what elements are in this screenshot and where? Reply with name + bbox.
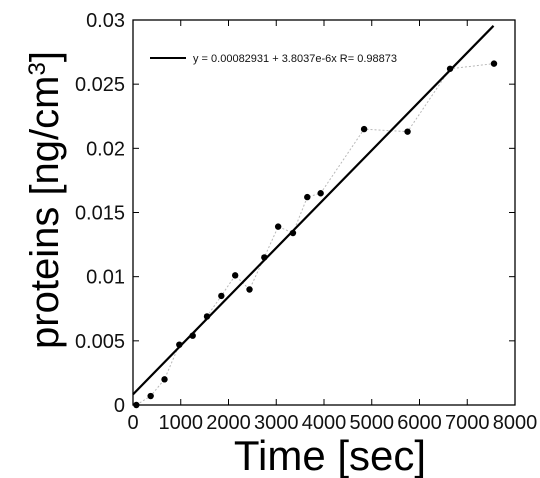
plot-frame (132, 19, 516, 406)
data-point (261, 254, 268, 261)
y-tick-label: 0 (114, 395, 125, 417)
y-tick-label: 0.03 (86, 10, 125, 32)
data-point (446, 65, 454, 72)
legend-label: y = 0.00082931 + 3.8037e-6x R= 0.98873 (193, 53, 397, 65)
data-point (289, 229, 297, 237)
data-point (161, 376, 168, 383)
data-point (147, 392, 154, 400)
x-tick-label: 1000 (159, 412, 204, 434)
y-tick-label: 0.025 (75, 74, 125, 96)
x-tick-label: 7000 (445, 412, 490, 434)
data-point (176, 341, 183, 348)
data-point (246, 286, 253, 293)
data-point (203, 313, 211, 320)
points-layer (133, 60, 498, 409)
x-ticks: 0 1000 2000 3000 4000 5000 6000 7000 8000 (127, 20, 537, 434)
data-point (274, 223, 282, 230)
y-axis-title: proteins [ng/cm3] (23, 51, 67, 349)
y-tick-label: 0.005 (75, 331, 125, 353)
data-point (189, 332, 196, 339)
data-point (490, 60, 498, 67)
y-axis-title-main: proteins [ng/cm (23, 76, 67, 349)
data-point (360, 125, 368, 133)
y-tick-label: 0.015 (75, 203, 125, 225)
fit-layer (132, 25, 495, 396)
y-axis-title-superscript: 3 (24, 62, 51, 75)
data-point (404, 128, 411, 135)
y-axis-title-close: ] (23, 51, 67, 62)
y-ticks: 0 0.005 0.01 0.015 0.02 0.025 0.03 (75, 10, 515, 417)
y-tick-label: 0.01 (86, 267, 125, 289)
fit-line (132, 25, 495, 396)
connector-layer (136, 63, 495, 406)
y-tick-label: 0.02 (86, 138, 125, 160)
x-tick-label: 4000 (302, 412, 347, 434)
data-point (218, 292, 225, 300)
x-tick-label: 3000 (254, 412, 299, 434)
x-tick-label: 2000 (206, 412, 251, 434)
x-tick-label: 0 (127, 412, 138, 434)
x-tick-label: 5000 (350, 412, 395, 434)
data-point (231, 272, 239, 279)
data-point (304, 193, 311, 201)
x-tick-label: 6000 (397, 412, 442, 434)
data-connector-line (136, 63, 495, 406)
data-point (317, 190, 324, 197)
legend: y = 0.00082931 + 3.8037e-6x R= 0.98873 (150, 53, 397, 65)
x-axis-title: Time [sec] (234, 432, 426, 478)
x-tick-label: 8000 (493, 412, 538, 434)
